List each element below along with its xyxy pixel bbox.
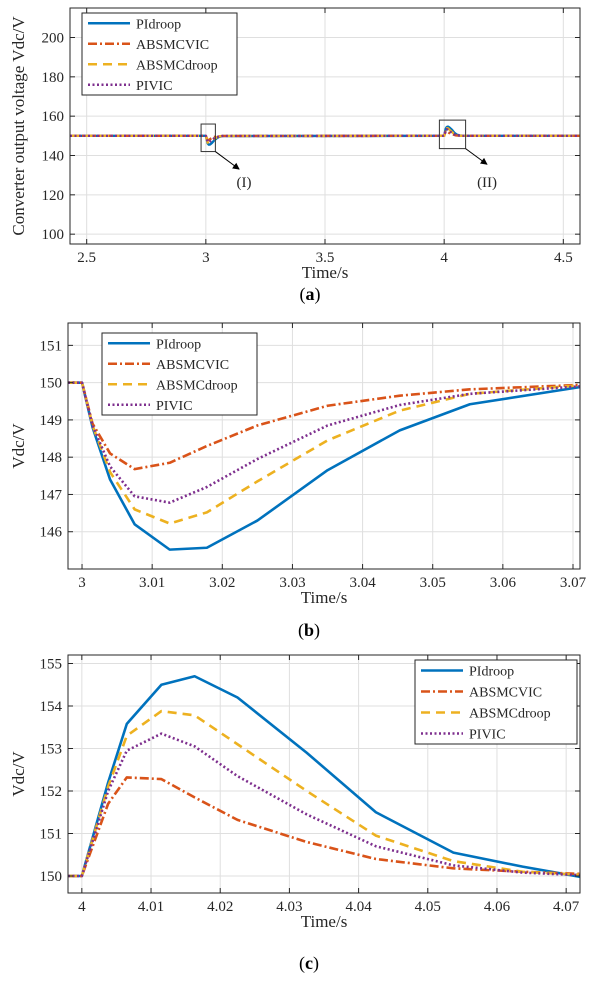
- x-tick-label: 3.05: [420, 575, 446, 591]
- series-line-pivic: [70, 128, 580, 144]
- y-tick-label: 120: [42, 188, 65, 204]
- zoom-box: [438, 119, 467, 150]
- x-axis-label: Time/s: [302, 263, 349, 282]
- y-tick-label: 180: [42, 70, 65, 86]
- x-tick-label: 4.5: [554, 250, 573, 266]
- zoom-box: [200, 123, 216, 153]
- x-tick-label: 3.07: [560, 575, 587, 591]
- y-tick-label: 150: [40, 376, 63, 392]
- panel-label: (c): [299, 953, 319, 974]
- x-tick-label: 3.01: [139, 575, 165, 591]
- x-tick-label: 4: [440, 250, 448, 266]
- y-tick-label: 140: [42, 149, 65, 165]
- legend-label-pidroop: PIdroop: [469, 665, 514, 680]
- legend-label-pidroop: PIdroop: [156, 337, 201, 352]
- y-tick-label: 149: [40, 413, 63, 429]
- legend-box: [101, 332, 258, 416]
- x-tick-label: 3.06: [490, 575, 517, 591]
- legend: PIdroop ABSMCVIC ABSMCdroop PIVIC: [414, 659, 578, 745]
- legend: PIdroop ABSMCVIC ABSMCdroop PIVIC: [101, 332, 258, 416]
- axes-box: [67, 654, 581, 894]
- x-tick-label: 3.02: [209, 575, 235, 591]
- x-tick-label: 4.06: [484, 899, 511, 915]
- y-tick-label: 151: [40, 827, 63, 843]
- x-tick-label: 4.04: [345, 899, 372, 915]
- x-tick-label: 4: [78, 899, 86, 915]
- x-tick-label: 3.03: [279, 575, 305, 591]
- legend-label-absmcdroop: ABSMCdroop: [469, 707, 551, 722]
- x-axis-label: Time/s: [301, 588, 348, 607]
- y-tick-label: 155: [40, 657, 63, 673]
- series-line-absmcvic: [68, 381, 580, 471]
- y-axis-label: Vdc/V: [9, 751, 28, 797]
- legend-box: [414, 659, 578, 745]
- series-group: [70, 125, 580, 146]
- y-tick-label: 150: [40, 869, 63, 885]
- legend-label-pidroop: PIdroop: [136, 17, 181, 32]
- y-axis-label: Vdc/V: [9, 423, 28, 469]
- y-tick-label: 154: [40, 699, 63, 715]
- x-tick-label: 3.04: [349, 575, 376, 591]
- legend-label-absmcdroop: ABSMCdroop: [136, 58, 218, 73]
- y-tick-label: 200: [42, 31, 65, 47]
- y-tick-label: 153: [40, 742, 63, 758]
- series-group: [68, 381, 580, 551]
- legend-label-pivic: PIVIC: [469, 728, 506, 743]
- y-tick-label: 152: [40, 784, 63, 800]
- x-tick-label: 4.07: [553, 899, 580, 915]
- legend-label-pivic: PIVIC: [136, 79, 173, 94]
- chart-panel-c: 4 4.01 4.02 4.03 4.04 4.05 4.06 4.07 150 151 152 15…: [9, 654, 581, 974]
- legend: PIdroop ABSMCVIC ABSMCdroop PIVIC: [81, 12, 238, 96]
- legend-label-pivic: PIVIC: [156, 399, 193, 414]
- y-tick-label: 148: [40, 450, 63, 466]
- annotation-arrow: [215, 151, 240, 170]
- y-tick-label: 147: [40, 487, 63, 503]
- series-group: [68, 674, 580, 879]
- x-tick-label: 4.02: [207, 899, 233, 915]
- chart-panel-b: 3 3.01 3.02 3.03 3.04 3.05 3.06 3.07 146 147 148 14…: [9, 322, 587, 641]
- series-line-pivic: [68, 732, 580, 878]
- x-tick-label: 4.03: [276, 899, 302, 915]
- y-tick-label: 146: [40, 525, 63, 541]
- x-tick-label: 2.5: [77, 250, 96, 266]
- x-tick-label: 3: [202, 250, 210, 266]
- annotation-arrow: [465, 148, 488, 165]
- panel-label: (b): [298, 620, 320, 641]
- y-tick-label: 100: [42, 227, 65, 243]
- legend-label-absmcvic: ABSMCVIC: [136, 38, 209, 53]
- y-tick-label: 160: [42, 109, 65, 125]
- panel-label: (a): [300, 284, 321, 305]
- y-tick-label: 151: [40, 338, 63, 354]
- x-tick-label: 4.05: [415, 899, 441, 915]
- legend-label-absmcvic: ABSMCVIC: [156, 358, 229, 373]
- x-tick-label: 3: [78, 575, 86, 591]
- axes-box: [67, 322, 581, 570]
- legend-label-absmcdroop: ABSMCdroop: [156, 378, 238, 393]
- x-tick-label: 3.5: [316, 250, 335, 266]
- x-tick-label: 4.01: [138, 899, 164, 915]
- legend-label-absmcvic: ABSMCVIC: [469, 686, 542, 701]
- x-axis-label: Time/s: [301, 912, 348, 931]
- legend-box: [81, 12, 238, 96]
- series-line-absmcdroop: [70, 126, 580, 145]
- y-axis-label: Converter output voltage Vdc/V: [9, 16, 28, 236]
- annotation-label: (I): [236, 175, 251, 191]
- annotation-label: (II): [477, 175, 497, 191]
- chart-panel-a: 2.5 3 3.5 4 4.5 100 120 140 160 180 200 Time/s Conve…: [9, 7, 581, 305]
- series-line-absmcvic: [68, 776, 580, 878]
- series-line-pivic: [68, 381, 580, 504]
